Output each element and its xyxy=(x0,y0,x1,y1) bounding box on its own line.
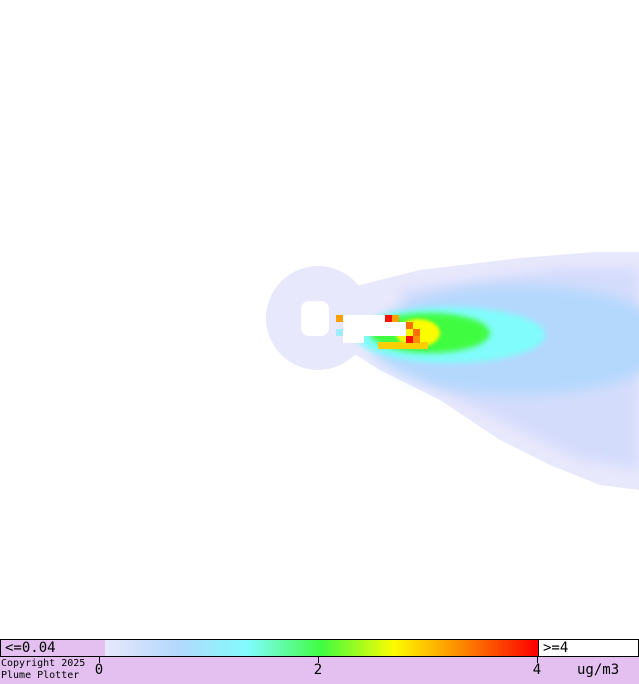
units-label: ug/m3 xyxy=(577,662,620,678)
colorbar-tick-2 xyxy=(318,657,319,663)
colorbar-gradient xyxy=(105,640,538,656)
copyright-text: Copyright 2025 Plume Plotter xyxy=(1,658,86,681)
colorbar-tick-label: 4 xyxy=(532,662,542,678)
legend-footer: Copyright 2025 Plume Plotter 0 2 4 ug/m3 xyxy=(0,657,639,684)
colorbar-tick-4 xyxy=(537,657,538,663)
colorbar-tick-0 xyxy=(99,657,100,663)
colorbar-min-label: <=0.04 xyxy=(1,640,105,656)
plume-heatmap xyxy=(266,252,639,490)
colorbar: <=0.04 >=4 xyxy=(0,639,639,657)
source-zero-area xyxy=(301,301,406,343)
colorbar-tick-label: 0 xyxy=(94,662,104,678)
colorbar-tick-label: 2 xyxy=(313,662,323,678)
colorbar-max-label: >=4 xyxy=(538,640,638,656)
